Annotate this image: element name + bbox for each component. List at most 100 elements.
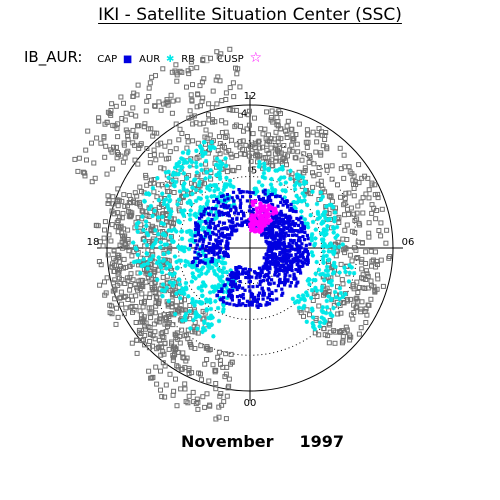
point-rb	[283, 188, 288, 193]
point-aur	[279, 263, 283, 268]
point-aur	[229, 226, 233, 230]
point-aur	[243, 303, 247, 308]
point-rb	[206, 264, 211, 270]
point-aur	[261, 196, 265, 200]
point-rb	[176, 197, 182, 202]
point-cusp	[296, 121, 302, 127]
point-rb	[193, 299, 199, 304]
point-cusp	[158, 352, 164, 358]
point-cusp	[139, 189, 144, 194]
point-aur	[203, 230, 207, 234]
point-cusp	[121, 294, 127, 300]
point-aur	[277, 272, 281, 276]
point-rb	[219, 274, 225, 279]
point-cusp	[131, 200, 137, 205]
point-rb	[143, 219, 149, 224]
point-aur	[266, 261, 270, 265]
point-cusp	[160, 66, 166, 72]
point-aur	[283, 281, 287, 285]
point-rb	[196, 273, 202, 279]
point-cusp	[332, 340, 338, 346]
point-cusp	[110, 166, 116, 172]
point-cap	[253, 212, 259, 218]
point-rb	[320, 256, 326, 262]
point-aur	[258, 272, 262, 276]
point-rb	[262, 175, 268, 181]
point-aur	[283, 283, 287, 287]
point-aur	[225, 206, 229, 210]
point-aur	[230, 233, 234, 237]
point-aur	[257, 195, 261, 199]
point-aur	[296, 261, 300, 265]
point-aur	[221, 212, 225, 217]
legend-symbol-cap-star: ☆	[249, 50, 263, 66]
point-cusp	[360, 210, 366, 216]
point-aur	[290, 260, 294, 264]
point-aur	[212, 213, 216, 217]
point-cusp	[375, 191, 381, 197]
point-rb	[162, 288, 167, 294]
point-cusp	[344, 222, 350, 228]
point-cusp	[384, 227, 390, 233]
point-cusp	[329, 163, 335, 169]
point-aur	[289, 239, 293, 243]
point-rb	[313, 285, 318, 291]
point-rb	[204, 202, 210, 207]
point-aur	[266, 236, 270, 240]
point-aur	[266, 250, 270, 254]
point-aur	[227, 219, 232, 223]
point-aur	[204, 221, 208, 225]
point-rb	[167, 207, 172, 212]
point-cusp	[146, 305, 152, 311]
point-aur	[270, 246, 274, 250]
point-aur	[265, 263, 269, 267]
point-cusp	[213, 77, 219, 83]
point-cusp	[166, 319, 172, 325]
point-cusp	[229, 137, 235, 143]
point-rb	[217, 159, 222, 164]
point-cusp	[118, 94, 124, 100]
point-cusp	[144, 98, 150, 104]
point-cusp	[75, 168, 81, 174]
point-cusp	[363, 268, 369, 274]
point-aur	[238, 204, 242, 208]
point-aur	[235, 303, 239, 308]
point-cusp	[174, 403, 180, 409]
point-cusp	[177, 68, 183, 74]
point-rb	[208, 300, 213, 305]
point-cusp	[153, 73, 158, 79]
point-rb	[144, 243, 150, 248]
point-aur	[274, 214, 278, 218]
point-rb	[319, 308, 325, 313]
point-cusp	[89, 140, 94, 146]
point-aur	[288, 284, 292, 288]
point-aur	[301, 224, 305, 228]
point-cap	[255, 209, 260, 215]
point-aur	[268, 234, 272, 238]
point-cusp	[84, 157, 89, 163]
point-aur	[217, 229, 221, 233]
point-cusp	[167, 371, 173, 377]
point-cusp	[351, 186, 357, 191]
point-rb	[158, 263, 163, 268]
point-rb	[309, 232, 315, 237]
point-rb	[145, 233, 151, 238]
point-aur	[263, 232, 267, 236]
point-aur	[253, 299, 257, 303]
point-cusp	[136, 327, 142, 333]
point-cusp	[133, 293, 139, 299]
point-rb	[181, 186, 186, 191]
point-rb	[253, 191, 258, 196]
point-rb	[261, 161, 267, 166]
point-rb	[296, 196, 301, 201]
point-rb	[315, 209, 321, 215]
point-cusp	[173, 376, 178, 382]
point-rb	[277, 177, 282, 182]
point-rb	[181, 171, 187, 176]
point-cusp	[186, 371, 192, 377]
point-aur	[280, 293, 284, 297]
point-rb	[193, 276, 198, 281]
point-cusp	[171, 388, 177, 394]
point-rb	[219, 198, 225, 204]
point-aur	[302, 227, 306, 231]
